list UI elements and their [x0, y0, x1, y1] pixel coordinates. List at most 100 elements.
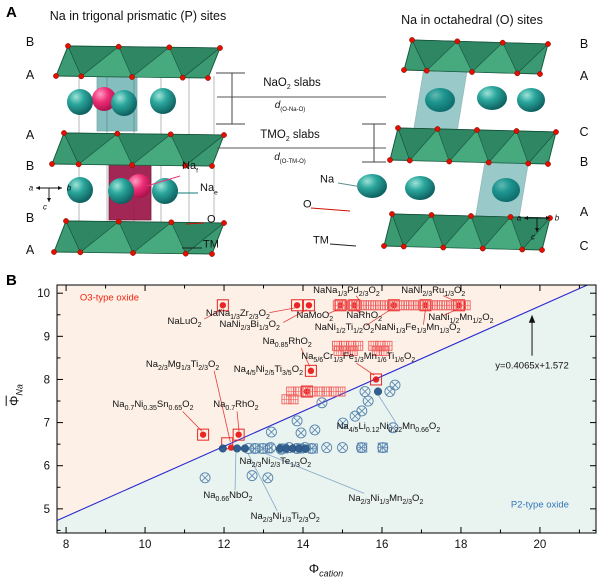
panel-b-letter: B: [6, 272, 17, 289]
blue-x-point: [262, 472, 274, 484]
atom-label: O: [303, 198, 312, 211]
blue-hatch-point: [262, 443, 273, 454]
svg-text:14: 14: [297, 539, 310, 551]
layer-label-left: B: [25, 159, 35, 173]
scatter-plot-canvas: 8 10 12 14 16 18 20 5 6 7 8 9 10: [37, 284, 597, 551]
blue-dot-point: [218, 444, 227, 453]
layer-label-right: B: [579, 37, 589, 51]
compound-label: NaNi2/3Ru1/3O2: [401, 285, 466, 299]
red-boxed-dot-point: [232, 428, 245, 441]
equation-arrowhead: [528, 314, 536, 323]
compound-label: Na0.7RhO2: [213, 399, 259, 413]
blue-hatch-point: [307, 443, 318, 454]
axis-ticks: [57, 285, 596, 533]
blue-x-point: [316, 397, 328, 409]
compound-label: NaNi1/2Ti1/2O2: [314, 322, 375, 335]
compound-label: NaNi2/3Bi1/3O2: [219, 318, 280, 332]
y-axis-label: ΦNa: [6, 384, 25, 406]
layer-label-left: A: [25, 243, 35, 257]
layer-label-right: B: [579, 155, 589, 169]
blue-dot-point: [240, 444, 250, 453]
compound-label: Na0.66NbO2: [203, 490, 253, 504]
svg-text:16: 16: [376, 539, 389, 551]
axis-letter: b: [554, 213, 560, 223]
dimension-lines: [216, 72, 386, 163]
red-hatch-point: [353, 340, 364, 351]
axis-triads: [36, 186, 550, 232]
compound-label: y=0.4065x+1.572: [495, 359, 569, 371]
compound-label: NaNa1/3Pd2/3O2: [313, 285, 380, 299]
blue-dot-point: [233, 444, 242, 453]
layer-label-left: B: [25, 211, 35, 225]
d-o-tm-o-label: d(O-TM-O): [274, 152, 306, 166]
blue-x-point: [309, 424, 321, 436]
svg-text:10: 10: [139, 539, 152, 551]
plot-frame: [56, 284, 597, 534]
compound-label: Na0.85RhO2: [262, 335, 312, 349]
left-structure-title: Na in trigonal prismatic (P) sites: [49, 9, 227, 23]
atom-label: O: [207, 213, 216, 226]
layer-label-right: C: [579, 239, 589, 253]
layer-label-left: B: [25, 35, 35, 49]
nao2-slabs-label: NaO2 slabs: [263, 76, 321, 92]
red-hatch-point: [379, 346, 389, 356]
svg-text:18: 18: [455, 539, 468, 551]
red-boxed-dot-point: [216, 299, 229, 312]
svg-text:8: 8: [44, 374, 50, 386]
blue-x-point: [362, 395, 374, 407]
red-open-square-point: [221, 437, 234, 450]
compound-label: NaMoO2: [296, 309, 334, 323]
compound-label: Na4/5Li0.12Ni0.22Mn0.66O2: [336, 421, 441, 435]
red-hatch-point: [382, 340, 393, 351]
blue-x-point: [295, 427, 307, 439]
red-hatch-point: [335, 386, 346, 397]
atom-label-leaders: [146, 175, 363, 249]
axis-letter: a: [28, 183, 34, 193]
compound-label: NaLuO2: [167, 316, 202, 330]
right-structure: [357, 37, 559, 253]
left-structure: [49, 43, 227, 257]
scatter-plot-panel: 8 10 12 14 16 18 20 5 6 7 8 9 10 NaLuO2 NaNa1/3Zr2/3O…: [0, 270, 600, 581]
compound-label: Na4/5Ni2/5Ti3/5O2: [233, 363, 303, 377]
red-hatch-point: [347, 346, 358, 356]
compound-label: Na0.7Ni0.35Sn0.65O2: [112, 399, 194, 413]
x-axis-label: Φcation: [308, 561, 344, 579]
d-o-na-o-label: d(O-Na-O): [274, 100, 306, 114]
blue-x-point: [337, 442, 348, 454]
red-boxed-dot-point: [302, 299, 315, 312]
region-label: P2-type oxide: [510, 498, 569, 510]
atom-label: TM: [313, 234, 329, 247]
blue-x-point: [337, 417, 349, 429]
atom-label: Nae: [200, 182, 218, 197]
red-hatch-point: [288, 394, 299, 405]
compound-label: NaRhO2: [346, 309, 382, 323]
compound-label: NaNi1/3Fe1/3Mn1/3O2: [374, 322, 461, 335]
axis-letter: a: [516, 213, 522, 223]
blue-dot-point: [301, 444, 310, 453]
blue-x-point: [199, 472, 211, 484]
axis-letter: b: [66, 183, 72, 193]
layer-label-left: A: [25, 128, 35, 142]
blue-x-point: [246, 470, 258, 482]
atom-label: Na: [320, 173, 335, 186]
compound-label: NaNa1/3Zr2/3O2: [205, 307, 270, 321]
compound-label: NaNi1/2Mn1/2O2: [428, 312, 494, 326]
svg-text:9: 9: [44, 331, 50, 343]
layer-label-left: A: [25, 68, 35, 82]
layer-label-right: A: [579, 205, 589, 219]
svg-text:5: 5: [44, 504, 50, 516]
compound-label: Na5/6Cr1/3Fe1/3Mn1/6Ti1/6O2: [301, 350, 416, 364]
blue-hatch-point: [377, 442, 388, 453]
layer-label-right: C: [579, 125, 589, 139]
blue-dot-point: [373, 387, 383, 396]
svg-text:10: 10: [37, 288, 50, 300]
compound-label: Na2/3Ni2/3Te1/3O2: [239, 455, 312, 469]
blue-x-point: [356, 405, 368, 417]
data-points: [197, 299, 471, 484]
blue-hatch-point: [250, 443, 261, 454]
svg-text:8: 8: [63, 539, 69, 551]
blue-x-point: [291, 415, 303, 427]
red-boxed-dot-point: [291, 299, 304, 312]
blue-x-point: [321, 442, 333, 454]
